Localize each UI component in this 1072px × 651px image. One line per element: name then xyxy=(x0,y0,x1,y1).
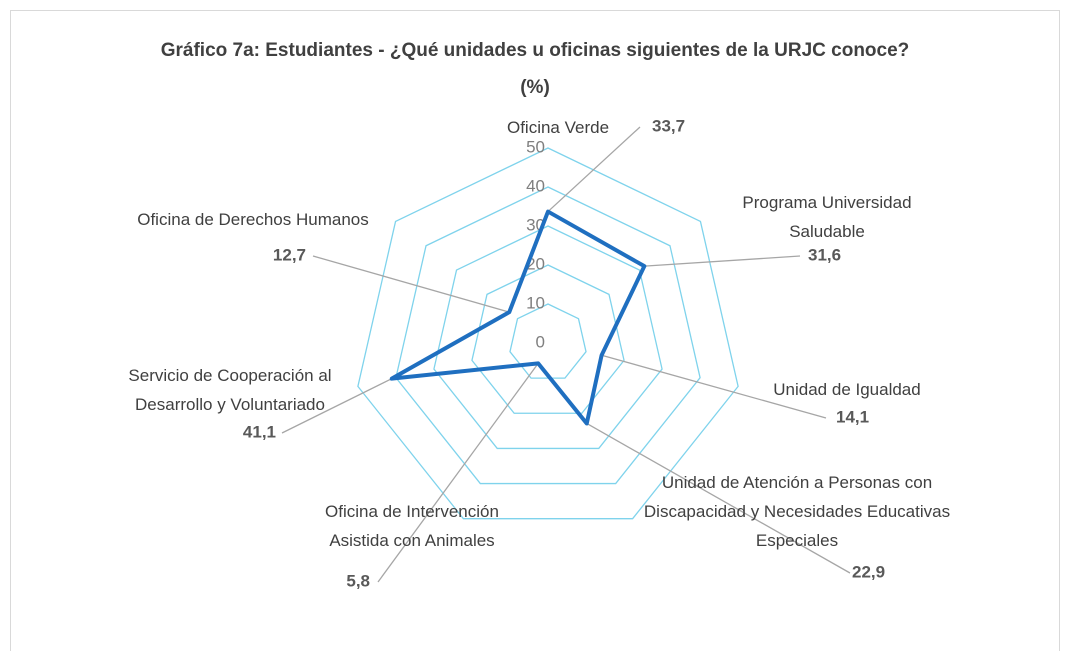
grid-ring xyxy=(395,186,701,485)
value-label: 22,9 xyxy=(852,562,885,581)
chart-frame xyxy=(10,10,1060,651)
grid-ring xyxy=(471,264,625,414)
leader-line xyxy=(281,378,393,434)
category-label: Unidad de Atención a Personas con Discap… xyxy=(643,473,951,550)
value-label: 33,7 xyxy=(652,116,685,135)
grid-ring xyxy=(433,225,663,450)
leader-line xyxy=(312,255,510,313)
y-tick-label: 10 xyxy=(526,293,545,312)
value-label: 14,1 xyxy=(836,407,869,426)
category-label: Programa Universidad Saludable xyxy=(742,193,912,241)
leader-line xyxy=(377,362,539,583)
value-label: 41,1 xyxy=(243,422,276,441)
category-label: Unidad de Igualdad xyxy=(773,380,921,399)
leader-line xyxy=(601,354,827,419)
leader-line xyxy=(547,126,641,213)
leader-line xyxy=(644,255,801,267)
y-tick-label: 40 xyxy=(526,176,545,195)
grid-ring xyxy=(357,147,739,520)
y-tick-label: 50 xyxy=(526,137,545,156)
value-label: 31,6 xyxy=(808,245,841,264)
value-label: 12,7 xyxy=(273,245,306,264)
data-line xyxy=(389,209,647,426)
category-label: Oficina de Derechos Humanos xyxy=(137,210,369,229)
category-label: Oficina de Intervención Asistida con Ani… xyxy=(325,502,499,550)
category-label: Oficina Verde xyxy=(506,118,610,137)
value-label: 5,8 xyxy=(346,571,370,590)
y-tick-label: 0 xyxy=(536,332,545,351)
leader-line xyxy=(586,422,851,574)
category-label: Servicio de Cooperación al Desarrollo y … xyxy=(128,366,332,414)
chart-title: Gráfico 7a: Estudiantes - ¿Qué unidades … xyxy=(160,40,910,98)
